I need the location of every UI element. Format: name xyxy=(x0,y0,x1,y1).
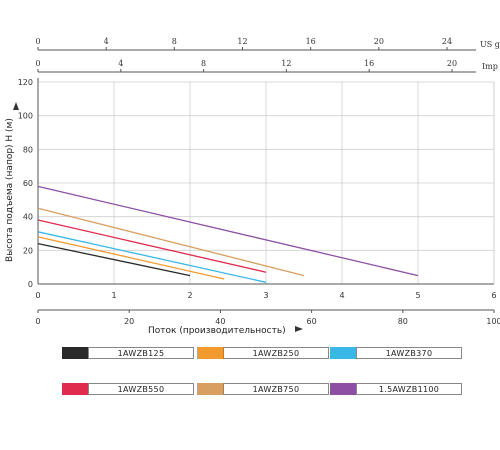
legend-label: 1AWZB370 xyxy=(356,347,462,359)
imp-tick-label: 4 xyxy=(118,59,123,68)
legend: 1AWZB125 1AWZB250 1AWZB370 1AWZB550 1AWZB750… xyxy=(62,347,462,407)
y-axis-arrow xyxy=(13,102,19,110)
x-tick-label: 3 xyxy=(263,291,268,300)
us-tick-label: 0 xyxy=(35,37,40,46)
imp-tick-label: 16 xyxy=(364,59,374,68)
us-tick-label: 8 xyxy=(172,37,177,46)
y-tick-label: 40 xyxy=(23,213,33,222)
legend-swatch xyxy=(197,347,223,359)
legend-swatch xyxy=(62,383,88,395)
x-axis-label: Поток (производительность) xyxy=(148,326,286,336)
legend-swatch xyxy=(197,383,223,395)
us-tick-label: 16 xyxy=(306,37,316,46)
legend-swatch xyxy=(62,347,88,359)
series-line-1awzb550 xyxy=(37,219,267,273)
series-line-1awzb750 xyxy=(37,207,305,277)
chart-axes xyxy=(13,47,495,332)
legend-item: 1AWZB250 xyxy=(197,347,329,359)
y-tick-label: 100 xyxy=(18,112,33,121)
percent-tick-label: 100 xyxy=(486,317,500,326)
series-line-1awzb250 xyxy=(37,236,225,280)
x-tick-label: 0 xyxy=(35,291,40,300)
y-axis-label: Высота подъема (напор) Н (м) xyxy=(5,118,15,262)
imp-tick-label: 8 xyxy=(201,59,206,68)
chart-series xyxy=(37,185,419,283)
legend-label: 1AWZB125 xyxy=(88,347,194,359)
legend-item: 1AWZB125 xyxy=(62,347,194,359)
x-axis-arrow xyxy=(295,326,303,332)
legend-swatch xyxy=(330,347,356,359)
x-tick-label: 4 xyxy=(339,291,344,300)
percent-tick-label: 80 xyxy=(398,317,408,326)
percent-tick-label: 40 xyxy=(215,317,225,326)
y-tick-label: 120 xyxy=(18,78,33,87)
imp-tick-label: 0 xyxy=(35,59,40,68)
x-tick-label: 2 xyxy=(187,291,192,300)
x-tick-label: 6 xyxy=(491,291,496,300)
us-tick-label: 20 xyxy=(374,37,384,46)
series-line-1awzb370 xyxy=(37,231,267,283)
chart-grid xyxy=(38,81,495,284)
x-tick-label: 1 xyxy=(111,291,116,300)
legend-label: 1AWZB750 xyxy=(223,383,329,395)
us-tick-label: 4 xyxy=(104,37,109,46)
y-tick-label: 80 xyxy=(23,145,33,154)
legend-item: 1.5AWZB1100 xyxy=(330,383,462,395)
y-tick-label: 20 xyxy=(23,246,33,255)
legend-label: 1.5AWZB1100 xyxy=(356,383,462,395)
us-tick-label: 12 xyxy=(237,37,247,46)
legend-item: 1AWZB550 xyxy=(62,383,194,395)
x-tick-label: 5 xyxy=(415,291,420,300)
us-gallon-unit-label: US g xyxy=(480,40,500,49)
legend-swatch xyxy=(330,383,356,395)
imp-tick-label: 20 xyxy=(447,59,457,68)
percent-tick-label: 0 xyxy=(35,317,40,326)
series-line-1-5awzb1100 xyxy=(37,185,419,277)
y-tick-label: 60 xyxy=(23,179,33,188)
legend-label: 1AWZB250 xyxy=(223,347,329,359)
imp-tick-label: 12 xyxy=(281,59,291,68)
legend-item: 1AWZB750 xyxy=(197,383,329,395)
imp-gallon-unit-label: Imp xyxy=(482,62,498,71)
legend-label: 1AWZB550 xyxy=(88,383,194,395)
series-line-1awzb125 xyxy=(37,242,191,277)
y-tick-label: 0 xyxy=(28,280,33,289)
percent-tick-label: 20 xyxy=(124,317,134,326)
us-tick-label: 24 xyxy=(442,37,452,46)
legend-item: 1AWZB370 xyxy=(330,347,462,359)
percent-tick-label: 60 xyxy=(307,317,317,326)
